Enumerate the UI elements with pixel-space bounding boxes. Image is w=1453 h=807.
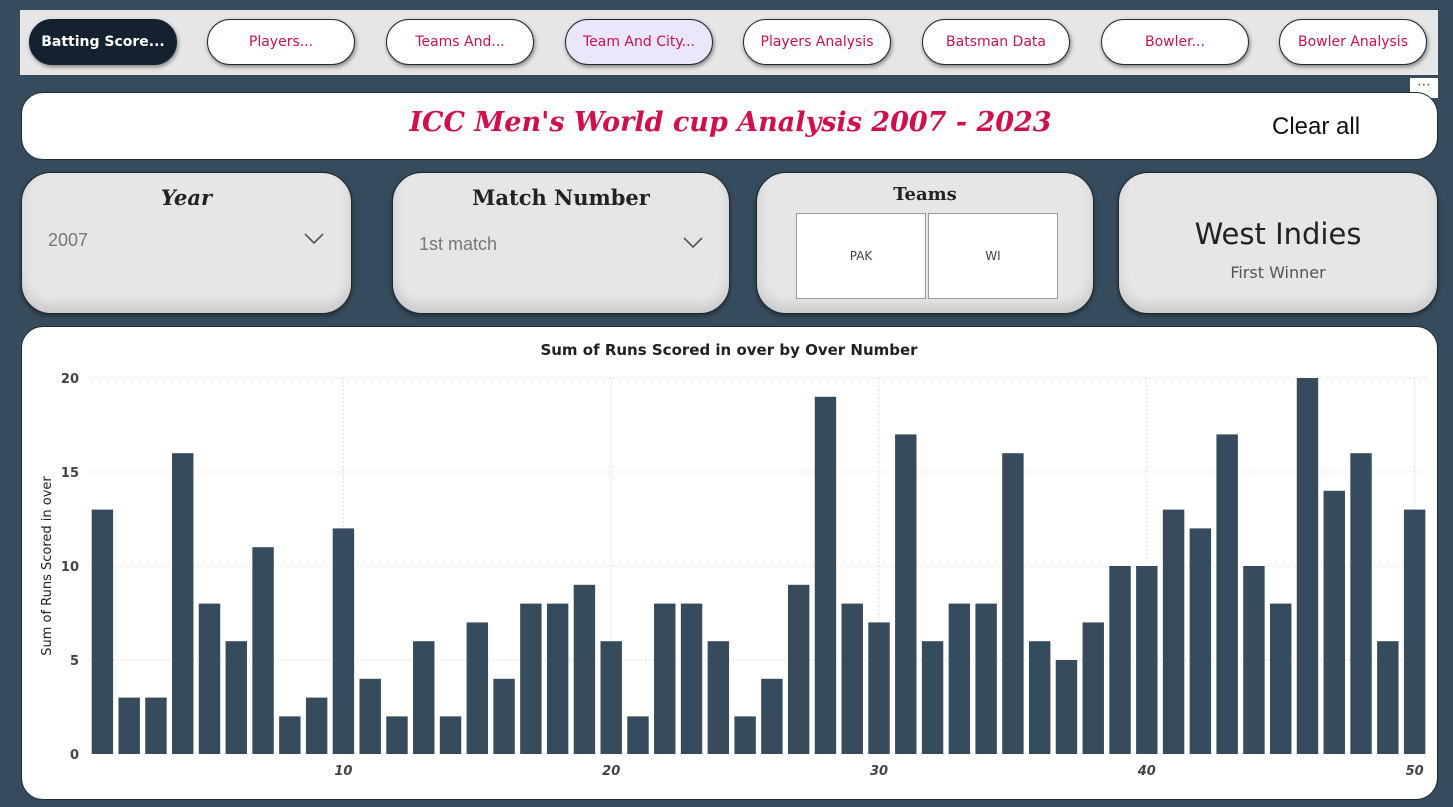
bar-over-37 (1055, 660, 1078, 754)
bar-over-27 (787, 584, 810, 754)
bar-over-19 (573, 584, 596, 754)
bar-over-13 (413, 641, 435, 754)
bar-over-14 (439, 716, 462, 754)
y-tick-label: 10 (61, 560, 79, 575)
nav-button-bowler[interactable]: Bowler... (1101, 19, 1249, 65)
year-filter-card: Year 2007 (21, 172, 352, 314)
bar-over-46 (1296, 378, 1319, 754)
x-tick-label: 30 (870, 764, 888, 779)
bar-over-34 (975, 603, 997, 754)
bar-over-39 (1109, 566, 1131, 754)
bar-over-23 (680, 603, 703, 754)
teams-filter-card: Teams PAK WI (756, 172, 1094, 314)
bar-over-7 (252, 547, 274, 754)
x-tick-label: 20 (602, 764, 620, 779)
bar-over-6 (225, 641, 248, 754)
page-navigation-bar: Batting Score... Players... Teams And...… (20, 10, 1438, 75)
y-tick-label: 20 (61, 372, 79, 387)
bar-over-40 (1136, 566, 1158, 754)
clear-all-button[interactable]: Clear all (1272, 113, 1361, 140)
bar-over-10 (332, 528, 355, 754)
bar-over-22 (654, 603, 676, 754)
team-option-wi[interactable]: WI (928, 213, 1058, 299)
x-tick-label: 10 (334, 764, 352, 779)
page-title: ICC Men's World cup Analysis 2007 - 2023 (409, 107, 1052, 138)
bar-over-1 (91, 509, 114, 754)
bar-over-5 (198, 603, 221, 754)
header-banner: ICC Men's World cup Analysis 2007 - 2023… (21, 92, 1438, 160)
bar-over-4 (172, 453, 194, 754)
y-axis-label: Sum of Runs Scored in over (40, 476, 55, 656)
bar-over-31 (895, 434, 917, 754)
bar-over-35 (1002, 453, 1024, 754)
nav-button-players-analysis[interactable]: Players Analysis (743, 19, 891, 65)
chart-title: Sum of Runs Scored in over by Over Numbe… (540, 341, 918, 359)
bar-over-50 (1403, 509, 1426, 754)
bar-over-17 (520, 603, 542, 754)
bar-over-8 (279, 716, 301, 754)
nav-button-team-and-city[interactable]: Team And City... (565, 19, 713, 65)
bar-over-32 (921, 641, 944, 754)
bar-over-20 (600, 641, 622, 754)
bar-over-26 (761, 678, 783, 754)
bar-over-36 (1028, 641, 1051, 754)
bar-over-33 (948, 603, 971, 754)
year-dropdown-value: 2007 (48, 229, 89, 250)
chevron-down-icon (683, 237, 703, 249)
bar-over-2 (118, 697, 140, 754)
bar-over-44 (1243, 566, 1265, 754)
runs-per-over-chart: Sum of Runs Scored in over by Over Numbe… (40, 341, 1428, 779)
year-dropdown[interactable]: 2007 (48, 221, 330, 259)
y-tick-label: 5 (70, 654, 79, 669)
bar-over-12 (386, 716, 408, 754)
team-option-pak[interactable]: PAK (796, 213, 926, 299)
nav-button-players[interactable]: Players... (207, 19, 355, 65)
bar-over-3 (145, 697, 167, 754)
nav-button-batsman-data[interactable]: Batsman Data (922, 19, 1070, 65)
bar-over-28 (814, 396, 837, 754)
match-number-filter-card: Match Number 1st match (392, 172, 730, 314)
year-filter-title: Year (160, 185, 213, 210)
bar-over-9 (305, 697, 328, 754)
bar-over-49 (1377, 641, 1399, 754)
first-winner-label: First Winner (1230, 263, 1326, 282)
bar-over-48 (1350, 453, 1372, 754)
bar-over-16 (493, 678, 515, 754)
x-tick-label: 40 (1137, 764, 1156, 779)
first-winner-card: West Indies First Winner (1118, 172, 1438, 314)
bar-over-21 (627, 716, 649, 754)
bar-over-18 (546, 603, 569, 754)
x-tick-label: 50 (1406, 764, 1424, 779)
nav-button-teams-and[interactable]: Teams And... (386, 19, 534, 65)
bar-over-29 (841, 603, 863, 754)
bar-over-47 (1323, 490, 1345, 754)
first-winner-value: West Indies (1194, 217, 1362, 251)
runs-per-over-chart-card: Sum of Runs Scored in over by Over Numbe… (21, 326, 1438, 800)
bar-over-11 (359, 678, 381, 754)
bar-over-41 (1162, 509, 1185, 754)
teams-filter-title: Teams (893, 184, 957, 205)
bar-over-15 (466, 622, 489, 754)
chevron-down-icon (304, 233, 324, 245)
bar-over-24 (707, 641, 730, 754)
y-tick-label: 15 (61, 466, 79, 481)
match-number-filter-title: Match Number (472, 185, 650, 210)
match-number-dropdown-value: 1st match (419, 233, 498, 254)
match-number-dropdown[interactable]: 1st match (419, 225, 709, 263)
nav-button-bowler-analysis[interactable]: Bowler Analysis (1279, 19, 1427, 65)
bar-over-45 (1269, 603, 1292, 754)
bar-over-38 (1082, 622, 1104, 754)
bar-over-25 (734, 716, 756, 754)
bar-over-42 (1189, 528, 1212, 754)
y-tick-label: 0 (70, 748, 79, 763)
nav-button-batting-score[interactable]: Batting Score... (29, 19, 177, 65)
bar-over-43 (1216, 434, 1238, 754)
bar-over-30 (868, 622, 890, 754)
